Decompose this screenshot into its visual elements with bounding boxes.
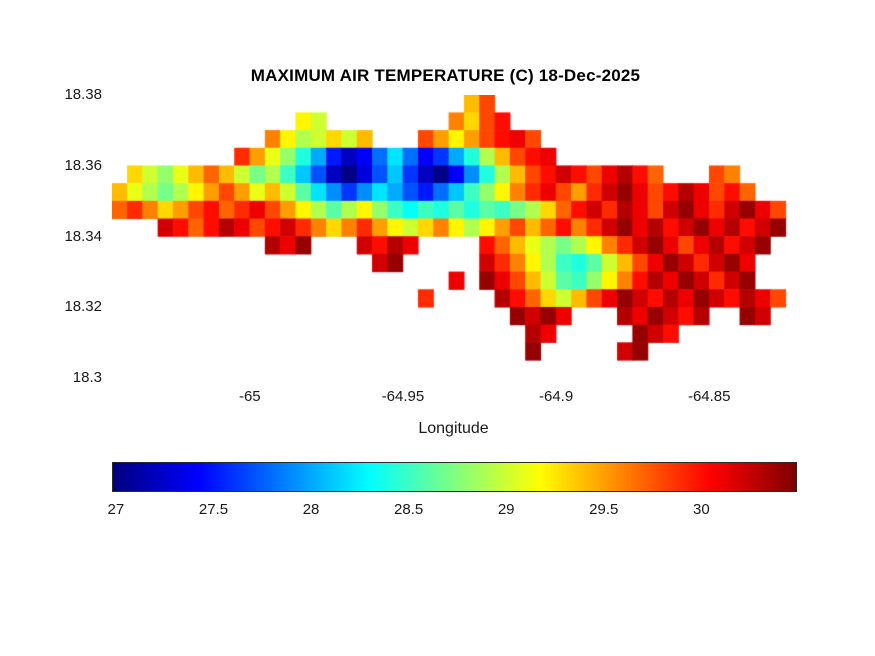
x-tick-label: -64.9 — [538, 388, 574, 405]
y-tick-label: 18.3 — [72, 369, 102, 386]
chart-title: MAXIMUM AIR TEMPERATURE (C) 18-Dec-2025 — [250, 66, 641, 85]
x-axis-label: Longitude — [418, 420, 489, 437]
y-tick-label: 18.32 — [64, 298, 102, 316]
colorbar-tick-label: 30 — [692, 501, 710, 518]
x-tick-label: -64.95 — [381, 388, 425, 405]
colorbar-tick-label: 29 — [497, 501, 515, 518]
y-tick-label: 18.38 — [64, 86, 102, 103]
colorbar-tick-label: 27.5 — [198, 501, 229, 518]
y-tick-label: 18.36 — [64, 156, 102, 174]
heatmap-canvas — [112, 95, 795, 378]
x-tick-label: -64.85 — [687, 388, 731, 405]
colorbar-tick-label: 29.5 — [589, 501, 619, 518]
colorbar-tick-label: 28 — [302, 501, 320, 518]
colorbar-tick-label: 27 — [107, 501, 125, 518]
x-tick-label: -65 — [238, 388, 261, 405]
colorbar-tick-label: 28.5 — [394, 501, 424, 518]
colorbar-canvas — [112, 462, 797, 492]
y-tick-label: 18.34 — [64, 227, 102, 245]
